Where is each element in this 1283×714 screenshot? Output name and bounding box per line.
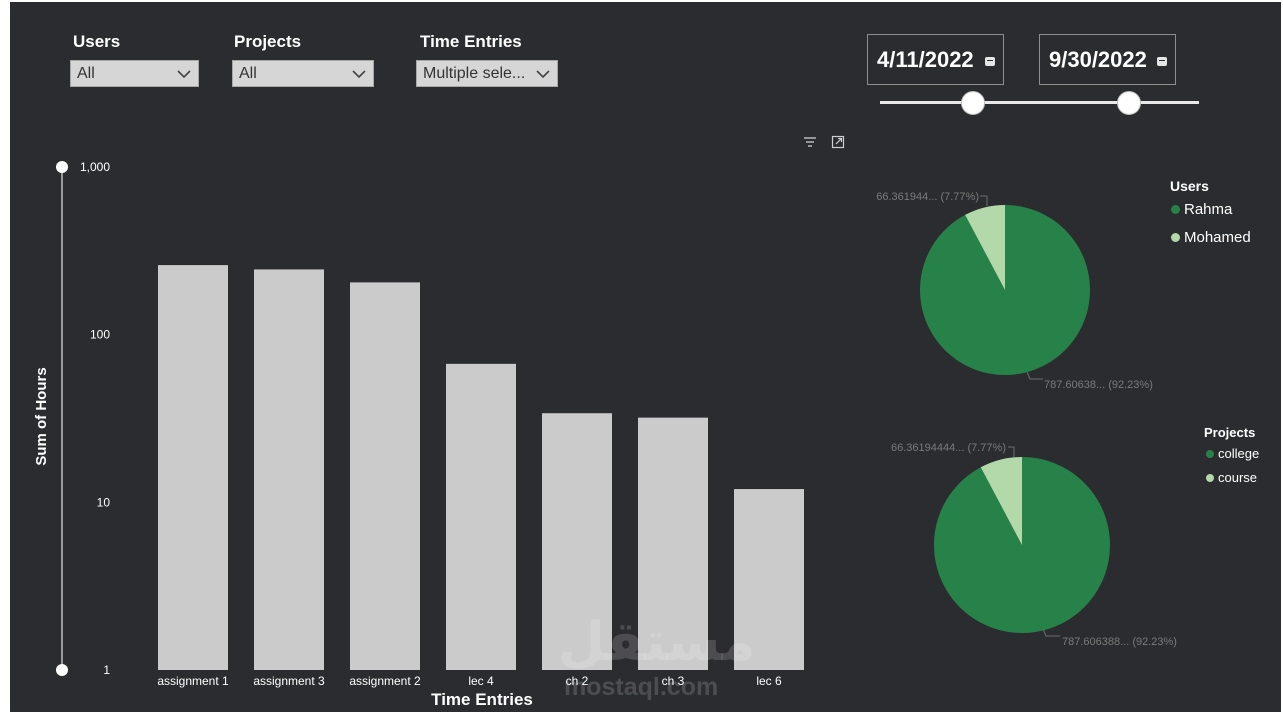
- projects-dropdown-value: All: [239, 65, 257, 82]
- pie-label-leader-line: [1026, 371, 1043, 380]
- pie-data-label: 787.606388... (92.23%): [1062, 636, 1177, 648]
- pie-data-label: 66.36194444... (7.77%): [891, 442, 1006, 454]
- chevron-down-icon: [352, 70, 366, 79]
- end-date-value: 9/30/2022: [1049, 47, 1147, 72]
- date-range-slider-track[interactable]: [880, 101, 1199, 104]
- bar-chart: 1 10 100 1,000 Sum of Hours assignment 1 assig…: [33, 160, 804, 709]
- chevron-down-icon: [177, 70, 191, 79]
- legend-label-mohamed: Mohamed: [1184, 229, 1251, 246]
- time-entries-dropdown[interactable]: Multiple sele...: [416, 60, 558, 87]
- y-axis-title: Sum of Hours: [33, 367, 50, 465]
- report-canvas: Users All Projects All Time Entries Mult…: [10, 2, 1281, 712]
- x-axis-title: Time Entries: [431, 690, 533, 709]
- bar-assignment-3[interactable]: [254, 269, 324, 670]
- users-legend-title: Users: [1170, 178, 1209, 194]
- filter-icon[interactable]: [803, 136, 817, 148]
- legend-item-college[interactable]: college: [1206, 446, 1259, 461]
- x-tick-label: assignment 3: [253, 674, 325, 688]
- bar-lec-4[interactable]: [446, 363, 516, 670]
- bar-assignment-1[interactable]: [158, 265, 228, 670]
- start-date-input[interactable]: 4/11/2022: [867, 34, 1004, 85]
- y-axis-slider-top-handle[interactable]: [56, 161, 68, 173]
- pie-label-leader-line: [1042, 628, 1060, 637]
- watermark-arabic: مستقل: [558, 610, 756, 673]
- legend-dot-college: [1206, 449, 1214, 458]
- start-date-value: 4/11/2022: [877, 47, 974, 72]
- bar-ch-3[interactable]: [638, 417, 708, 670]
- x-tick-label: assignment 1: [157, 674, 229, 688]
- watermark-latin: mostaql.com: [564, 673, 719, 701]
- y-tick-label: 1,000: [80, 160, 110, 174]
- bar-assignment-2[interactable]: [350, 282, 420, 670]
- y-tick-label: 10: [97, 495, 111, 509]
- pie-data-label: 787.60638... (92.23%): [1044, 379, 1153, 391]
- date-range-end-handle[interactable]: [1116, 91, 1141, 115]
- legend-dot-mohamed: [1171, 233, 1180, 242]
- pie-data-label: 66.361944... (7.77%): [876, 191, 979, 203]
- x-tick-label: ch 2: [566, 674, 589, 688]
- calendar-icon[interactable]: [985, 57, 995, 66]
- time-entries-dropdown-value: Multiple sele...: [423, 65, 526, 82]
- x-tick-label: ch 3: [662, 674, 685, 688]
- y-tick-label: 100: [90, 328, 110, 342]
- focus-mode-icon[interactable]: [831, 135, 845, 149]
- x-tick-label: assignment 2: [349, 674, 421, 688]
- pie-label-leader-line: [980, 195, 988, 206]
- legend-label-rahma: Rahma: [1184, 201, 1233, 218]
- legend-dot-rahma: [1171, 205, 1180, 214]
- x-tick-label: lec 6: [756, 674, 782, 688]
- time-entries-slicer-title: Time Entries: [420, 32, 522, 51]
- users-dropdown-value: All: [77, 65, 95, 82]
- bar-lec-6[interactable]: [734, 489, 804, 670]
- legend-label-course: course: [1218, 470, 1258, 485]
- projects-slicer-title: Projects: [234, 32, 302, 51]
- y-axis-slider-bottom-handle[interactable]: [56, 664, 68, 676]
- end-date-input[interactable]: 9/30/2022: [1039, 34, 1176, 85]
- bar-ch-2[interactable]: [542, 413, 612, 670]
- users-pie-chart: 66.361944... (7.77%) 787.60638... (92.23%…: [876, 191, 1153, 391]
- pie-slice-mohamed[interactable]: [965, 205, 1005, 290]
- y-tick-label: 1: [103, 663, 110, 677]
- date-range-start-handle[interactable]: [960, 91, 985, 115]
- legend-item-mohamed[interactable]: Mohamed: [1171, 229, 1251, 246]
- legend-label-college: college: [1218, 446, 1260, 461]
- pie-label-leader-line: [1008, 446, 1015, 457]
- projects-legend-title: Projects: [1204, 425, 1256, 440]
- pie-slice-course[interactable]: [980, 457, 1022, 545]
- chevron-down-icon: [536, 70, 550, 79]
- legend-item-course[interactable]: course: [1206, 470, 1257, 485]
- calendar-icon[interactable]: [1157, 57, 1167, 66]
- projects-pie-chart: 66.36194444... (7.77%) 787.606388... (92.…: [891, 442, 1177, 648]
- users-slicer-title: Users: [73, 32, 121, 51]
- x-tick-label: lec 4: [468, 674, 494, 688]
- users-dropdown[interactable]: All: [70, 60, 199, 87]
- legend-dot-course: [1206, 473, 1214, 482]
- projects-dropdown[interactable]: All: [232, 60, 374, 87]
- legend-item-rahma[interactable]: Rahma: [1171, 201, 1232, 218]
